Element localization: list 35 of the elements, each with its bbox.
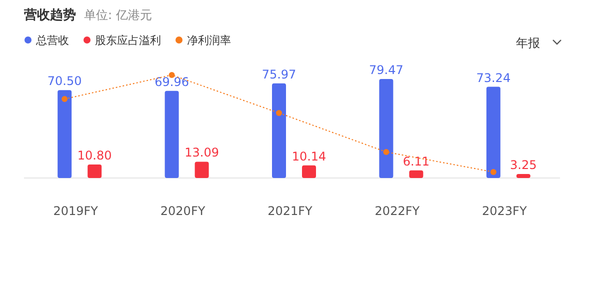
data-label: 13.09: [184, 146, 219, 160]
data-label: 75.97: [262, 67, 296, 82]
data-label: 73.24: [476, 70, 511, 85]
bar: [516, 174, 530, 178]
bar: [164, 90, 179, 178]
bar: [58, 90, 72, 178]
data-label: 79.47: [369, 63, 404, 77]
data-label: 70.50: [47, 74, 82, 88]
x-tick-label: 2022FY: [374, 204, 420, 218]
bar: [272, 83, 286, 178]
bar: [194, 162, 209, 178]
data-label: 6.11: [402, 154, 430, 168]
legend-label: 净利润率: [187, 34, 231, 47]
bar: [379, 79, 394, 178]
bar: [302, 165, 316, 178]
x-tick-label: 2020FY: [160, 204, 206, 218]
bar: [88, 164, 102, 178]
point: [276, 110, 282, 116]
point: [490, 169, 496, 176]
chart-title: 营收趋势: [23, 7, 76, 23]
data-label: 10.80: [77, 148, 112, 163]
legend-label: 股东应占溢利: [95, 34, 161, 47]
data-label: 10.14: [292, 149, 326, 164]
point: [62, 96, 68, 102]
chart-subtitle: 单位: 亿港元: [84, 8, 152, 22]
point: [383, 148, 390, 155]
bar: [409, 170, 424, 178]
x-tick-label: 2019FY: [53, 204, 99, 218]
x-tick-label: 2023FY: [482, 204, 528, 218]
text: 年报: [516, 36, 540, 50]
bar: [486, 86, 500, 178]
x-tick-label: 2021FY: [268, 204, 314, 218]
data-label: 69.96: [154, 74, 189, 89]
data-label: 3.25: [510, 158, 537, 172]
legend-label: 总营收: [35, 34, 69, 47]
